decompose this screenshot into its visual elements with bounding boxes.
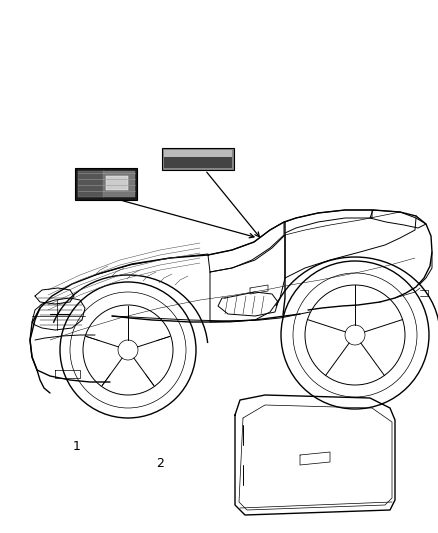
Bar [75, 168, 137, 200]
Bar [162, 148, 234, 170]
Bar [103, 171, 135, 197]
Bar [78, 171, 104, 197]
Text: 1: 1 [73, 440, 81, 453]
Text: 2: 2 [156, 457, 164, 470]
Bar [164, 157, 232, 168]
Bar [106, 176, 128, 190]
Bar [164, 150, 232, 159]
